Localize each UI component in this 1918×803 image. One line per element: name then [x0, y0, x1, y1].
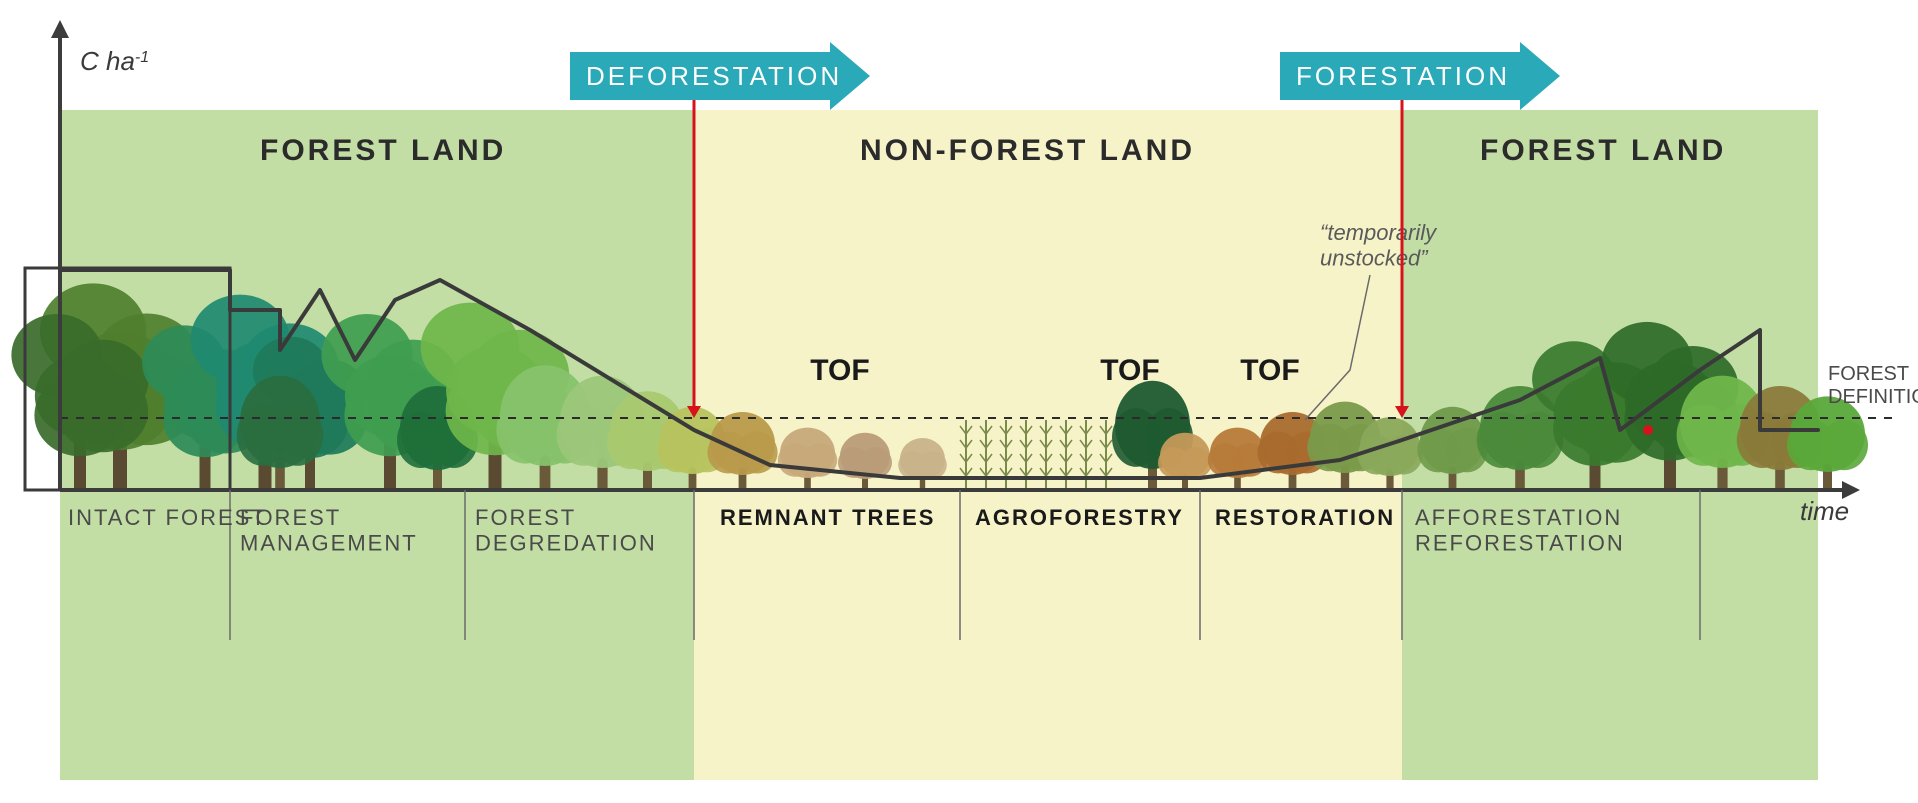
- deforestation-label: DEFORESTATION: [586, 61, 842, 91]
- phase-label-intact: INTACT FOREST: [68, 505, 267, 530]
- region-label-forest-right: FOREST LAND: [1480, 134, 1726, 167]
- phase-label-restoration: RESTORATION: [1215, 505, 1395, 530]
- phase-label-remnant: REMNANT TREES: [720, 505, 935, 530]
- forest-definition-label: FORESTDEFINITION: [1828, 363, 1918, 408]
- region-label-forest-left: FOREST LAND: [260, 134, 506, 167]
- region-label-non-forest: NON-FOREST LAND: [860, 134, 1195, 167]
- tof-label-2: TOF: [1240, 354, 1299, 387]
- phase-label-agroforestry: AGROFORESTRY: [975, 505, 1184, 530]
- note-label: “temporarilyunstocked”: [1320, 220, 1438, 270]
- y-axis-label: C ha-1: [80, 46, 149, 76]
- tof-label-0: TOF: [810, 354, 869, 387]
- forestation-arrow: FORESTATION: [1280, 42, 1560, 110]
- tof-label-1: TOF: [1100, 354, 1159, 387]
- phase-label-afforestation: AFFORESTATIONREFORESTATION: [1415, 505, 1625, 555]
- x-axis-label: time: [1800, 496, 1849, 526]
- red-dot: [1643, 425, 1653, 435]
- deforestation-arrow: DEFORESTATION: [570, 42, 870, 110]
- forestation-label: FORESTATION: [1296, 61, 1510, 91]
- y-axis-arrowhead: [51, 20, 69, 38]
